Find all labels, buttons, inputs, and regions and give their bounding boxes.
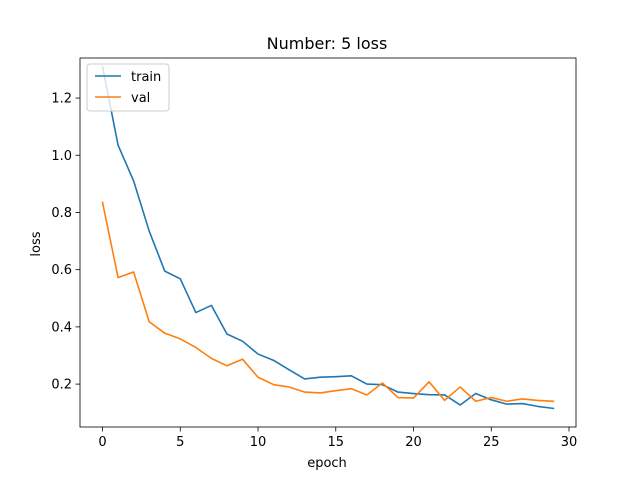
- legend-label-val: val: [131, 91, 150, 106]
- y-axis-ticks: 0.2 0.4 0.6 0.8 1.0 1.2: [51, 92, 80, 393]
- x-tick-label: 5: [176, 435, 184, 450]
- x-axis-ticks: 0 5 10 15 20 25 30: [98, 427, 577, 450]
- legend: train val: [86, 63, 170, 112]
- y-tick-label: 1.0: [51, 149, 72, 164]
- x-tick-label: 20: [405, 435, 422, 450]
- series-lines: [101, 65, 555, 410]
- y-axis-label: loss: [29, 231, 44, 256]
- y-tick-label: 1.2: [51, 92, 72, 107]
- x-tick-label: 0: [98, 435, 106, 450]
- x-tick-label: 15: [328, 435, 345, 450]
- y-tick-label: 0.2: [51, 378, 72, 393]
- x-axis-label: epoch: [307, 456, 347, 471]
- y-tick-label: 0.4: [51, 320, 72, 335]
- x-tick-label: 10: [250, 435, 267, 450]
- x-tick-label: 30: [561, 435, 578, 450]
- chart-title: Number: 5 loss: [267, 34, 388, 53]
- y-tick-label: 0.8: [51, 206, 72, 221]
- plot-area: [79, 57, 577, 428]
- axes-frame: [79, 57, 577, 428]
- x-tick-label: 25: [483, 435, 500, 450]
- y-tick-label: 0.6: [51, 263, 72, 278]
- series-line-val: [101, 201, 555, 403]
- series-line-train: [101, 65, 555, 410]
- legend-label-train: train: [131, 70, 161, 85]
